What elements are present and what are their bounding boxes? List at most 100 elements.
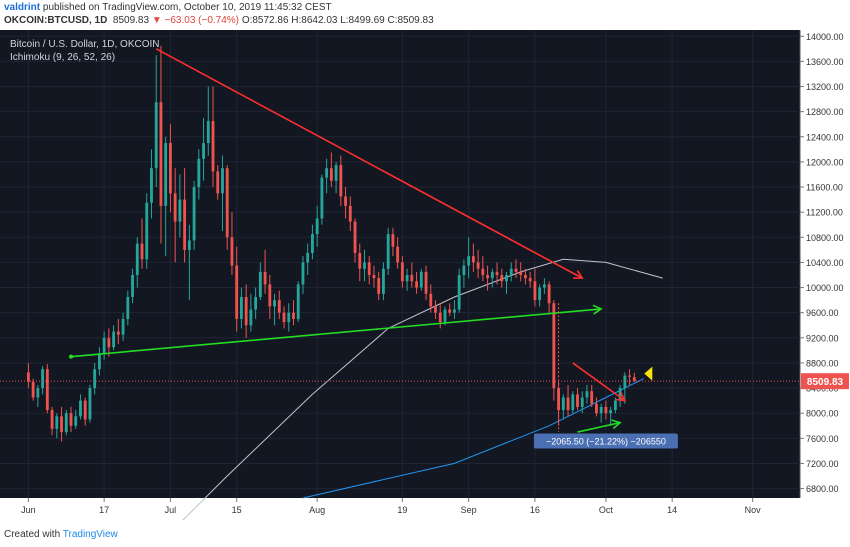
- candle-body: [533, 281, 537, 301]
- indicator-legend[interactable]: Ichimoku (9, 26, 52, 26): [10, 52, 115, 63]
- candle-body: [282, 312, 286, 323]
- candle-body: [396, 246, 400, 263]
- candle-body: [183, 199, 187, 250]
- chart-area[interactable]: 6800.007200.007600.008000.008400.008800.…: [0, 30, 850, 547]
- x-tick-label: Sep: [461, 505, 477, 515]
- candle-body: [509, 268, 513, 275]
- candle-body: [547, 284, 551, 304]
- candle-body: [585, 391, 589, 398]
- trend-lines[interactable]: [69, 48, 627, 433]
- y-tick-label: 14000.00: [806, 32, 844, 42]
- candle-body: [329, 168, 333, 181]
- candle-body: [74, 416, 78, 426]
- measure-label: −2065.50 (−21.22%) −206550: [546, 436, 666, 446]
- candle-body: [505, 274, 508, 282]
- measure-box: [533, 433, 678, 449]
- candle-body: [382, 268, 385, 294]
- candle-body: [126, 296, 130, 319]
- candle-body: [102, 337, 106, 354]
- candle-body: [31, 381, 35, 398]
- candle-body: [306, 253, 310, 263]
- tradingview-logo[interactable]: TradingView: [62, 529, 118, 540]
- candle-body: [287, 312, 291, 323]
- candle-body: [164, 143, 168, 206]
- candle-body: [178, 199, 182, 222]
- candle-body: [273, 300, 276, 307]
- candle-body: [173, 193, 177, 222]
- channel-lower-line: [577, 421, 621, 433]
- time-axis: Jun 17 Jul 15 Aug 19 Sep 16 Oct 14 Nov: [21, 498, 761, 515]
- candle-body: [154, 102, 158, 169]
- candle-body: [192, 187, 196, 241]
- y-tick-label: 10800.00: [806, 233, 844, 243]
- candle-body: [240, 296, 243, 319]
- candle-body: [60, 416, 63, 433]
- candle-body: [495, 271, 499, 275]
- author-link[interactable]: valdrint: [4, 2, 41, 13]
- candle-body: [344, 196, 347, 206]
- candle-body: [168, 143, 172, 194]
- candle-body: [590, 391, 594, 404]
- created-with-label: Created with: [4, 529, 61, 540]
- y-tick-label: 13200.00: [806, 82, 844, 92]
- candle-body: [131, 274, 134, 297]
- candle-body: [429, 293, 433, 307]
- candle-body: [542, 284, 546, 288]
- candle-body: [339, 165, 343, 197]
- chart-title: Bitcoin / U.S. Dollar, 1D, OKCOIN: [10, 39, 160, 50]
- candle-body: [315, 218, 319, 235]
- resistance-line-arrow: [573, 270, 584, 279]
- candle-body: [211, 121, 215, 172]
- candle-body: [249, 309, 253, 326]
- price-tags: 8509.83 −2065.50 (−21.22%) −206550: [0, 303, 849, 449]
- candle-body: [367, 262, 371, 275]
- symbol-label: OKCOIN:BTCUSD, 1D: [4, 15, 108, 26]
- candle-body: [93, 369, 97, 389]
- candle-body: [244, 296, 248, 326]
- channel-upper-line-arrow: [615, 392, 627, 402]
- candle-body: [83, 400, 87, 420]
- candle-body: [467, 256, 471, 266]
- candle-body: [79, 400, 82, 417]
- candle-body: [476, 262, 480, 269]
- support-line-arrow: [592, 304, 603, 315]
- candle-body: [112, 331, 116, 348]
- candle-body: [519, 271, 523, 275]
- candle-body: [552, 303, 556, 389]
- candle-body: [225, 168, 229, 238]
- candle-body: [116, 331, 120, 335]
- price-chart[interactable]: 6800.007200.007600.008000.008400.008800.…: [0, 30, 850, 547]
- y-tick-label: 8000.00: [806, 409, 839, 419]
- candle-body: [391, 234, 395, 247]
- candle-body: [36, 388, 40, 398]
- x-tick-label: Jul: [165, 505, 177, 515]
- candle-body: [405, 274, 409, 282]
- x-tick-label: Oct: [599, 505, 614, 515]
- footer: Created with TradingView: [0, 524, 850, 547]
- grid: [0, 30, 800, 498]
- candle-body: [69, 413, 73, 426]
- y-tick-label: 9600.00: [806, 308, 839, 318]
- candle-body: [462, 265, 466, 275]
- x-tick-label: Jun: [21, 505, 36, 515]
- y-tick-label: 9200.00: [806, 333, 839, 343]
- support-anchor: [69, 354, 74, 359]
- candle-body: [296, 284, 300, 319]
- candle-body: [457, 274, 461, 310]
- candle-body: [325, 168, 329, 178]
- candle-body: [453, 309, 456, 313]
- candle-body: [604, 406, 608, 414]
- last-price-tag-label: 8509.83: [807, 377, 844, 388]
- candle-body: [486, 274, 489, 279]
- candle-body: [528, 278, 532, 282]
- candle-body: [490, 271, 494, 279]
- publish-info: published on TradingView.com, October 10…: [40, 2, 332, 13]
- channel-lower-line-arrow: [611, 419, 622, 430]
- candle-body: [632, 377, 636, 382]
- candle-body: [500, 274, 504, 282]
- candle-body: [358, 253, 362, 269]
- y-tick-label: 7200.00: [806, 459, 839, 469]
- candle-body: [538, 287, 542, 301]
- candle-body: [26, 372, 30, 382]
- y-tick-label: 12800.00: [806, 107, 844, 117]
